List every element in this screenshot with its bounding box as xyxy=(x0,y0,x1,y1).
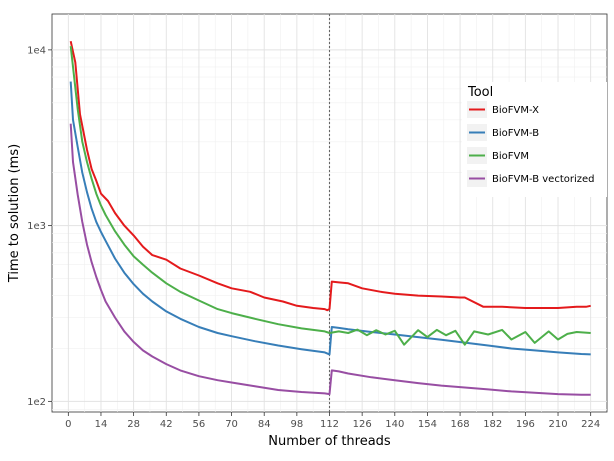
series-line-1 xyxy=(69,81,591,356)
legend-label: BioFVM-X xyxy=(492,105,539,116)
x-tick-label: 0 xyxy=(65,419,71,430)
x-tick-label: 154 xyxy=(418,419,437,430)
series-line-0 xyxy=(69,40,591,312)
series-layer xyxy=(69,40,591,396)
x-axis: 0 14 28 42 56 70 84 98 112 126 140 154 168 182 196 210 2… xyxy=(65,412,600,430)
x-tick-label: 56 xyxy=(193,419,206,430)
x-tick-label: 224 xyxy=(581,419,600,430)
x-tick-label: 14 xyxy=(95,419,108,430)
y-tick-label: 1e3 xyxy=(27,221,46,232)
legend-label: BioFVM xyxy=(492,151,529,162)
x-tick-label: 84 xyxy=(258,419,271,430)
y-tick-label: 1e2 xyxy=(27,397,46,408)
legend: Tool BioFVM-X BioFVM-B BioFVM BioFVM-B vect… xyxy=(462,82,607,197)
x-tick-label: 70 xyxy=(225,419,238,430)
legend-label: BioFVM-B vectorized xyxy=(492,174,595,185)
x-axis-title: Number of threads xyxy=(268,434,391,449)
series-line-3 xyxy=(69,123,591,396)
x-tick-label: 196 xyxy=(516,419,535,430)
y-axis-title: Time to solution (ms) xyxy=(7,144,22,283)
legend-title: Tool xyxy=(467,85,493,100)
y-axis: 1e2 1e3 1e4 xyxy=(27,45,52,408)
x-tick-label: 28 xyxy=(127,419,140,430)
legend-items: BioFVM-X BioFVM-B BioFVM BioFVM-B vectorize… xyxy=(467,101,595,187)
x-tick-label: 112 xyxy=(320,419,339,430)
x-tick-label: 42 xyxy=(160,419,173,430)
x-tick-label: 98 xyxy=(290,419,303,430)
x-tick-label: 210 xyxy=(548,419,567,430)
x-tick-label: 140 xyxy=(385,419,404,430)
y-tick-label: 1e4 xyxy=(27,45,46,56)
x-tick-label: 182 xyxy=(483,419,502,430)
x-tick-label: 126 xyxy=(353,419,372,430)
legend-label: BioFVM-B xyxy=(492,128,539,139)
series-line-2 xyxy=(69,45,591,346)
x-tick-label: 168 xyxy=(451,419,470,430)
